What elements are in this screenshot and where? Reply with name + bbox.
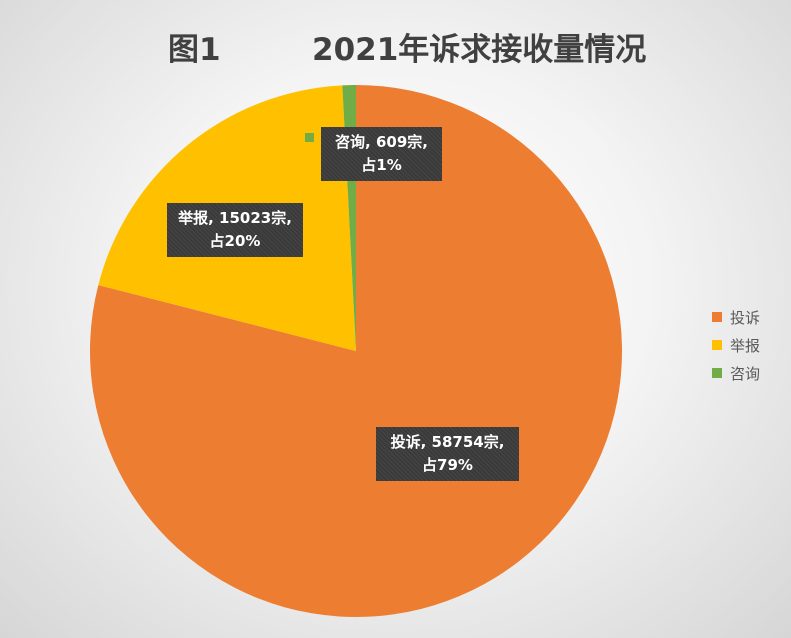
- data-label-consult: 咨询, 609宗, 占1%: [321, 127, 442, 181]
- chart-title: 图1 2021年诉求接收量情况: [0, 18, 791, 68]
- legend-label-report: 举报: [730, 336, 761, 355]
- data-label-complaint-line2: 占79%: [422, 456, 473, 474]
- data-label-report-line2: 占20%: [209, 232, 261, 250]
- legend-label-consult: 咨询: [730, 364, 761, 383]
- legend-label-complaint: 投诉: [730, 308, 761, 327]
- legend-item-consult: 咨询: [712, 359, 760, 387]
- legend-swatch-consult: [712, 368, 722, 378]
- legend-item-complaint: 投诉: [712, 303, 760, 331]
- legend-swatch-report: [712, 340, 722, 350]
- figure-number: 图1: [168, 32, 221, 68]
- chart-main-title: 2021年诉求接收量情况: [312, 32, 647, 68]
- data-label-complaint: 投诉, 58754宗, 占79%: [376, 427, 519, 481]
- data-label-report: 举报, 15023宗, 占20%: [167, 203, 303, 257]
- consult-label-marker: [305, 133, 314, 142]
- pie-slice-complaint: [90, 85, 623, 618]
- legend: 投诉 举报 咨询: [712, 303, 760, 387]
- data-label-consult-line1: 咨询, 609宗,: [335, 133, 428, 151]
- data-label-consult-line2: 占1%: [361, 156, 402, 174]
- legend-item-report: 举报: [712, 331, 760, 359]
- legend-swatch-complaint: [712, 312, 722, 322]
- data-label-complaint-line1: 投诉, 58754宗,: [390, 433, 505, 451]
- data-label-report-line1: 举报, 15023宗,: [178, 209, 292, 227]
